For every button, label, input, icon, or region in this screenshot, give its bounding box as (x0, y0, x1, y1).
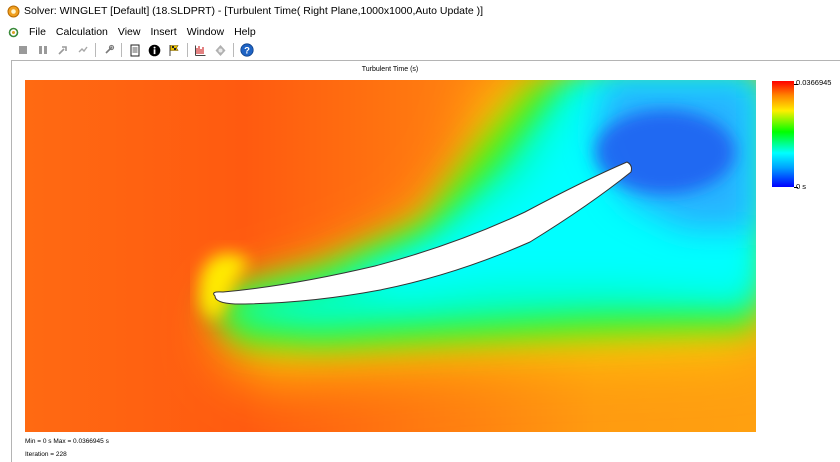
menu-help[interactable]: Help (234, 26, 256, 38)
menu-bar: File Calculation View Insert Window Help (0, 23, 840, 41)
legend-tick-min (794, 187, 798, 188)
menu-calculation[interactable]: Calculation (55, 26, 108, 38)
svg-text:?: ? (244, 45, 250, 56)
min-max-readout: Min = 0 s Max = 0.0366945 s (25, 438, 109, 445)
pause-icon[interactable] (34, 42, 51, 58)
title-bar: Solver: WINGLET [Default] (18.SLDPRT) - … (0, 0, 840, 22)
menu-window[interactable]: Window (186, 26, 225, 38)
toolbar-separator (233, 43, 234, 57)
legend-min-label: 0 s (796, 182, 807, 191)
menu-file[interactable]: File (29, 26, 46, 38)
system-menu-icon[interactable] (6, 25, 20, 39)
toolbar-separator (121, 43, 122, 57)
color-legend-bar (772, 81, 794, 187)
toolbar-separator (187, 43, 188, 57)
legend-max-label: 0.0366945 (796, 78, 832, 87)
plot-title: Turbulent Time (s) (361, 66, 419, 73)
preview-icon[interactable] (212, 42, 229, 58)
turbulent-time-contour-plot[interactable] (25, 80, 756, 432)
toolbar: ? (0, 41, 840, 59)
solve-icon[interactable] (74, 42, 91, 58)
menu-view[interactable]: View (117, 26, 141, 38)
window-title: Solver: WINGLET [Default] (18.SLDPRT) - … (24, 5, 484, 17)
help-icon[interactable]: ? (238, 42, 255, 58)
menu-insert[interactable]: Insert (150, 26, 177, 38)
toolbar-separator (95, 43, 96, 57)
info-icon[interactable] (146, 42, 163, 58)
suspend-icon[interactable] (54, 42, 71, 58)
legend-tick-max (794, 84, 798, 85)
stop-icon[interactable] (14, 42, 31, 58)
file-info-icon[interactable] (126, 42, 143, 58)
goal-plot-icon[interactable] (192, 42, 209, 58)
iteration-readout: Iteration = 228 (25, 451, 67, 458)
insert-goal-icon[interactable] (100, 42, 117, 58)
flag-icon[interactable] (166, 42, 183, 58)
flow-simulation-app-icon (6, 4, 20, 18)
